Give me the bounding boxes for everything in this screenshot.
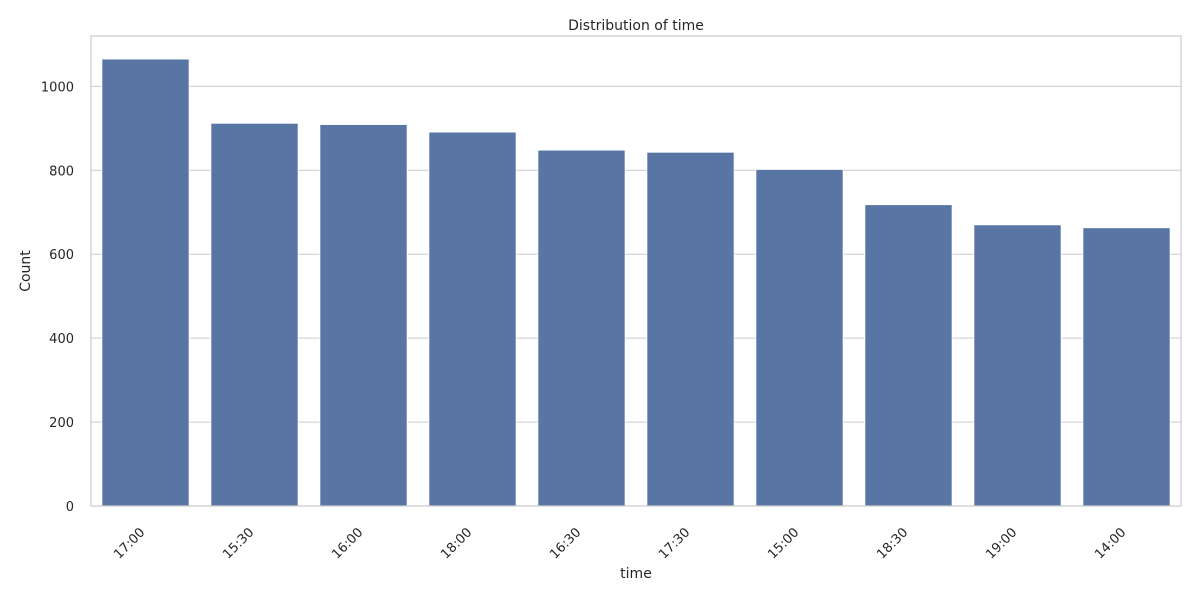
bar-1830 (864, 204, 953, 507)
x-tick-label: 15:30 (220, 525, 257, 562)
bar-1600 (319, 124, 408, 507)
x-tick-label: 18:30 (874, 525, 911, 562)
y-axis-title: Count (18, 250, 34, 292)
y-axis-ticks: 0 200 400 600 800 1000 (41, 80, 74, 515)
bars (101, 58, 1171, 507)
y-tick-label: 400 (49, 332, 74, 347)
x-tick-label: 15:00 (765, 525, 802, 562)
bar-1400 (1082, 227, 1171, 507)
bar-1800 (428, 131, 517, 507)
x-tick-label: 16:00 (329, 525, 366, 562)
x-tick-label: 16:30 (547, 525, 584, 562)
chart-title: Distribution of time (568, 18, 704, 34)
x-tick-label: 14:00 (1092, 525, 1129, 562)
x-tick-label: 17:00 (111, 525, 148, 562)
x-tick-label: 18:00 (438, 525, 475, 562)
bar-1630 (537, 149, 626, 507)
x-axis-ticks: 17:00 15:30 16:00 18:00 16:30 17:30 15:00 18:30… (111, 525, 1129, 562)
y-tick-label: 1000 (41, 80, 74, 95)
x-tick-label: 17:30 (656, 525, 693, 562)
plot-frame (90, 35, 1182, 507)
bar-1900 (973, 224, 1062, 507)
y-tick-label: 600 (49, 248, 74, 263)
bar-1530 (210, 122, 299, 507)
y-tick-label: 800 (49, 164, 74, 179)
x-axis-title: time (620, 566, 652, 582)
x-tick-label: 19:00 (983, 525, 1020, 562)
bar-1700 (101, 58, 190, 507)
y-tick-label: 200 (49, 416, 74, 431)
bar-1500 (755, 169, 844, 507)
y-tick-label: 0 (66, 500, 74, 515)
bar-1730 (646, 151, 735, 507)
